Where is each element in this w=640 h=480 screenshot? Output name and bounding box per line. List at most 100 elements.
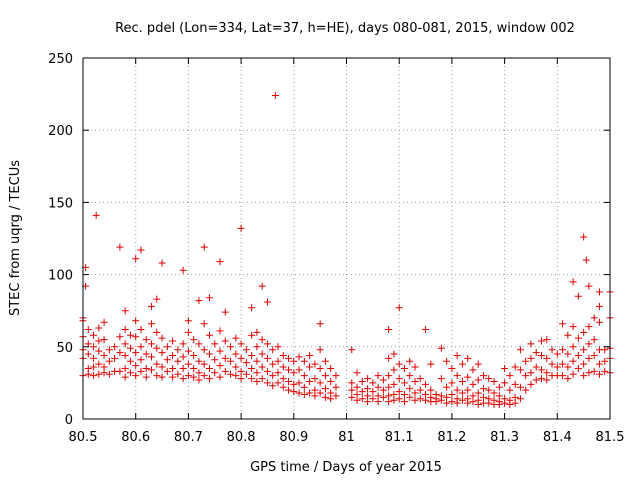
data-point <box>437 344 445 352</box>
data-point <box>148 302 156 310</box>
data-point <box>553 363 561 371</box>
data-point <box>237 354 245 362</box>
data-point <box>295 379 303 387</box>
data-point <box>580 346 588 354</box>
data-point <box>564 363 572 371</box>
data-point <box>279 351 287 359</box>
data-point <box>126 369 134 377</box>
data-point <box>506 386 514 394</box>
data-point <box>590 367 598 375</box>
data-point <box>395 395 403 403</box>
data-point <box>469 366 477 374</box>
data-point <box>511 380 519 388</box>
data-point <box>406 372 414 380</box>
data-point <box>90 343 98 351</box>
data-point <box>306 389 314 397</box>
data-point <box>569 278 577 286</box>
data-point <box>432 398 440 406</box>
data-point <box>242 346 250 354</box>
data-point <box>537 337 545 345</box>
data-point <box>90 331 98 339</box>
data-point <box>590 351 598 359</box>
data-point <box>263 379 271 387</box>
data-point <box>205 331 213 339</box>
data-point <box>316 320 324 328</box>
data-point <box>469 398 477 406</box>
data-point <box>385 354 393 362</box>
data-point <box>385 398 393 406</box>
data-point <box>400 398 408 406</box>
data-point <box>190 373 198 381</box>
data-point <box>580 360 588 368</box>
data-point <box>311 360 319 368</box>
data-point <box>427 386 435 394</box>
data-point <box>474 376 482 384</box>
data-point <box>274 357 282 365</box>
y-tick-label: 250 <box>48 52 73 67</box>
data-point <box>474 401 482 409</box>
data-point <box>327 364 335 372</box>
data-point <box>295 353 303 361</box>
data-point <box>490 377 498 385</box>
data-point <box>300 383 308 391</box>
data-point <box>332 383 340 391</box>
data-point <box>553 350 561 358</box>
data-point <box>132 372 140 380</box>
axis-ticks <box>82 57 611 420</box>
data-point <box>321 372 329 380</box>
data-point <box>564 375 572 383</box>
data-point <box>358 377 366 385</box>
data-point <box>400 390 408 398</box>
data-point <box>448 398 456 406</box>
data-point <box>595 288 603 296</box>
data-point <box>443 383 451 391</box>
data-point <box>300 357 308 365</box>
data-point <box>390 396 398 404</box>
data-point <box>527 380 535 388</box>
data-point <box>95 324 103 332</box>
data-point <box>316 364 324 372</box>
data-point <box>179 375 187 383</box>
data-point <box>406 393 414 401</box>
data-point <box>190 336 198 344</box>
data-point <box>485 375 493 383</box>
data-point <box>148 340 156 348</box>
data-point <box>321 393 329 401</box>
data-point <box>258 336 266 344</box>
data-point <box>532 349 540 357</box>
data-point <box>464 354 472 362</box>
data-point <box>358 395 366 403</box>
data-point <box>253 328 261 336</box>
data-point <box>169 337 177 345</box>
data-point <box>137 367 145 375</box>
data-point <box>153 344 161 352</box>
x-tick-label: 81.1 <box>385 430 414 445</box>
data-point <box>121 351 129 359</box>
data-point <box>100 369 108 377</box>
data-point <box>232 334 240 342</box>
data-point <box>411 389 419 397</box>
data-point <box>169 351 177 359</box>
data-point <box>148 353 156 361</box>
y-tick-label: 50 <box>56 341 73 356</box>
data-point <box>227 370 235 378</box>
data-point <box>153 328 161 336</box>
x-axis-tick-labels: 80.5 80.6 80.7 80.8 80.9 81 81.1 81.2 81.3 81.4 81… <box>69 430 625 445</box>
grid-lines <box>83 58 610 419</box>
data-point <box>490 389 498 397</box>
data-point <box>374 372 382 380</box>
data-point <box>369 388 377 396</box>
data-point <box>132 255 140 263</box>
data-point <box>316 379 324 387</box>
data-point <box>190 364 198 372</box>
data-points <box>79 92 614 409</box>
data-point <box>601 367 609 375</box>
data-point <box>279 383 287 391</box>
data-point <box>216 362 224 370</box>
data-point <box>153 372 161 380</box>
data-point <box>105 346 113 354</box>
data-point <box>227 357 235 365</box>
data-point <box>469 380 477 388</box>
data-point <box>232 350 240 358</box>
data-point <box>379 393 387 401</box>
